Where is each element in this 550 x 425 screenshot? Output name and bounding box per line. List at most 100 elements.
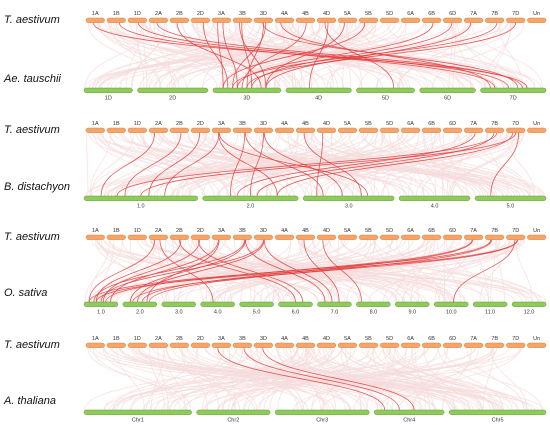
background-link bbox=[376, 347, 414, 411]
background-link bbox=[95, 239, 295, 303]
top-chromosome-label: 1D bbox=[134, 11, 141, 17]
top-chromosome-label: 1D bbox=[134, 336, 141, 342]
background-link bbox=[94, 239, 170, 303]
top-chromosome-bar bbox=[253, 127, 273, 133]
highlight-link bbox=[197, 239, 304, 303]
background-link bbox=[346, 239, 392, 303]
bottom-chromosome-bar bbox=[356, 87, 415, 93]
bottom-chromosome-bar bbox=[278, 301, 313, 307]
background-link bbox=[447, 132, 524, 197]
top-chromosome-label: 5D bbox=[386, 121, 393, 127]
background-link bbox=[240, 239, 258, 303]
bottom-species-label: Ae. tauschii bbox=[3, 73, 61, 85]
background-link bbox=[173, 132, 235, 197]
background-link bbox=[103, 347, 255, 411]
background-link bbox=[490, 347, 528, 411]
top-chromosome-label: 2A bbox=[155, 228, 162, 234]
highlight-link bbox=[100, 132, 155, 197]
bottom-chromosome-label: 9.0 bbox=[408, 310, 416, 316]
highlight-link bbox=[164, 132, 220, 197]
top-chromosome-bar bbox=[232, 127, 252, 133]
top-chromosome-label: 2A bbox=[155, 336, 162, 342]
top-chromosome-bar bbox=[506, 342, 526, 348]
background-link bbox=[86, 132, 89, 197]
background-link bbox=[119, 347, 352, 411]
top-chromosome-bar bbox=[337, 234, 358, 240]
highlight-link bbox=[88, 239, 155, 303]
background-link bbox=[104, 22, 427, 89]
top-chromosome-bar bbox=[337, 342, 358, 348]
bottom-chromosome-label: 3.0 bbox=[175, 310, 183, 316]
highlight-link bbox=[490, 132, 520, 197]
background-link bbox=[443, 347, 543, 411]
top-chromosome-label: 6B bbox=[428, 121, 435, 127]
bottom-species-label: O. sativa bbox=[4, 287, 47, 299]
background-link bbox=[101, 239, 431, 303]
background-link bbox=[176, 132, 266, 197]
highlight-link bbox=[241, 22, 253, 89]
top-chromosome-bar bbox=[190, 127, 210, 133]
top-chromosome-bar bbox=[211, 17, 231, 23]
top-chromosome-bar bbox=[148, 127, 168, 133]
highlight-link bbox=[246, 22, 264, 89]
top-chromosome-label: 6B bbox=[428, 336, 435, 342]
top-chromosome-bar bbox=[506, 234, 526, 240]
bottom-chromosome-label: 10.0 bbox=[446, 310, 457, 316]
top-chromosome-label: 4A bbox=[281, 121, 288, 127]
background-link bbox=[151, 347, 544, 411]
top-chromosome-bar bbox=[85, 342, 105, 348]
top-chromosome-bar bbox=[295, 342, 316, 348]
bottom-chromosome-bar bbox=[472, 301, 508, 307]
top-chromosome-bar bbox=[443, 127, 463, 133]
bottom-chromosome-bar bbox=[285, 87, 352, 93]
top-chromosome-bar bbox=[380, 17, 400, 23]
top-chromosome-label: 2D bbox=[197, 11, 204, 17]
top-chromosome-label: 3B bbox=[239, 121, 246, 127]
background-link bbox=[119, 347, 510, 411]
background-link bbox=[263, 22, 333, 89]
top-chromosome-label: 4A bbox=[281, 336, 288, 342]
top-chromosome-label: 3B bbox=[239, 336, 246, 342]
bottom-chromosome-label: 4.0 bbox=[214, 310, 222, 316]
top-chromosome-label: 2D bbox=[197, 336, 204, 342]
background-link bbox=[187, 239, 340, 303]
top-chromosome-label: 2B bbox=[176, 336, 183, 342]
highlight-link bbox=[245, 132, 324, 197]
bottom-chromosome-bar bbox=[137, 87, 209, 93]
background-link bbox=[325, 347, 457, 411]
background-link bbox=[250, 347, 474, 411]
background-link bbox=[310, 132, 472, 197]
top-chromosome-label: 4D bbox=[323, 336, 330, 342]
top-chromosome-label: 7B bbox=[491, 11, 498, 17]
top-chromosome-label: 6D bbox=[449, 11, 456, 17]
background-link bbox=[185, 347, 343, 411]
background-link bbox=[119, 22, 214, 89]
background-link bbox=[306, 132, 542, 197]
highlight-link bbox=[239, 22, 267, 89]
highlight-link bbox=[218, 132, 278, 197]
top-chromosome-label: 1B bbox=[113, 121, 120, 127]
top-chromosome-bar bbox=[211, 234, 231, 240]
top-chromosome-bar bbox=[316, 17, 337, 23]
top-chromosome-label: 4B bbox=[302, 228, 309, 234]
top-chromosome-bar bbox=[85, 127, 105, 133]
top-chromosome-label: Un bbox=[533, 121, 540, 127]
top-chromosome-bar bbox=[464, 17, 484, 23]
background-link bbox=[244, 347, 370, 411]
highlight-link bbox=[246, 22, 517, 89]
top-chromosome-bar bbox=[232, 342, 252, 348]
top-chromosome-bar bbox=[485, 342, 505, 348]
highlight-link bbox=[232, 22, 267, 89]
top-chromosome-bar bbox=[485, 127, 505, 133]
top-chromosome-bar bbox=[274, 127, 295, 133]
bottom-chromosome-bar bbox=[302, 195, 395, 201]
top-chromosome-label: Un bbox=[533, 228, 540, 234]
background-link bbox=[431, 22, 525, 89]
highlight-link bbox=[222, 22, 366, 89]
top-chromosome-label: 6A bbox=[407, 11, 414, 17]
bottom-chromosome-label: Chr2 bbox=[227, 418, 239, 424]
highlight-link bbox=[137, 22, 509, 89]
top-chromosome-label: 2B bbox=[176, 228, 183, 234]
top-chromosome-bar bbox=[148, 234, 168, 240]
top-chromosome-label: 2B bbox=[176, 11, 183, 17]
